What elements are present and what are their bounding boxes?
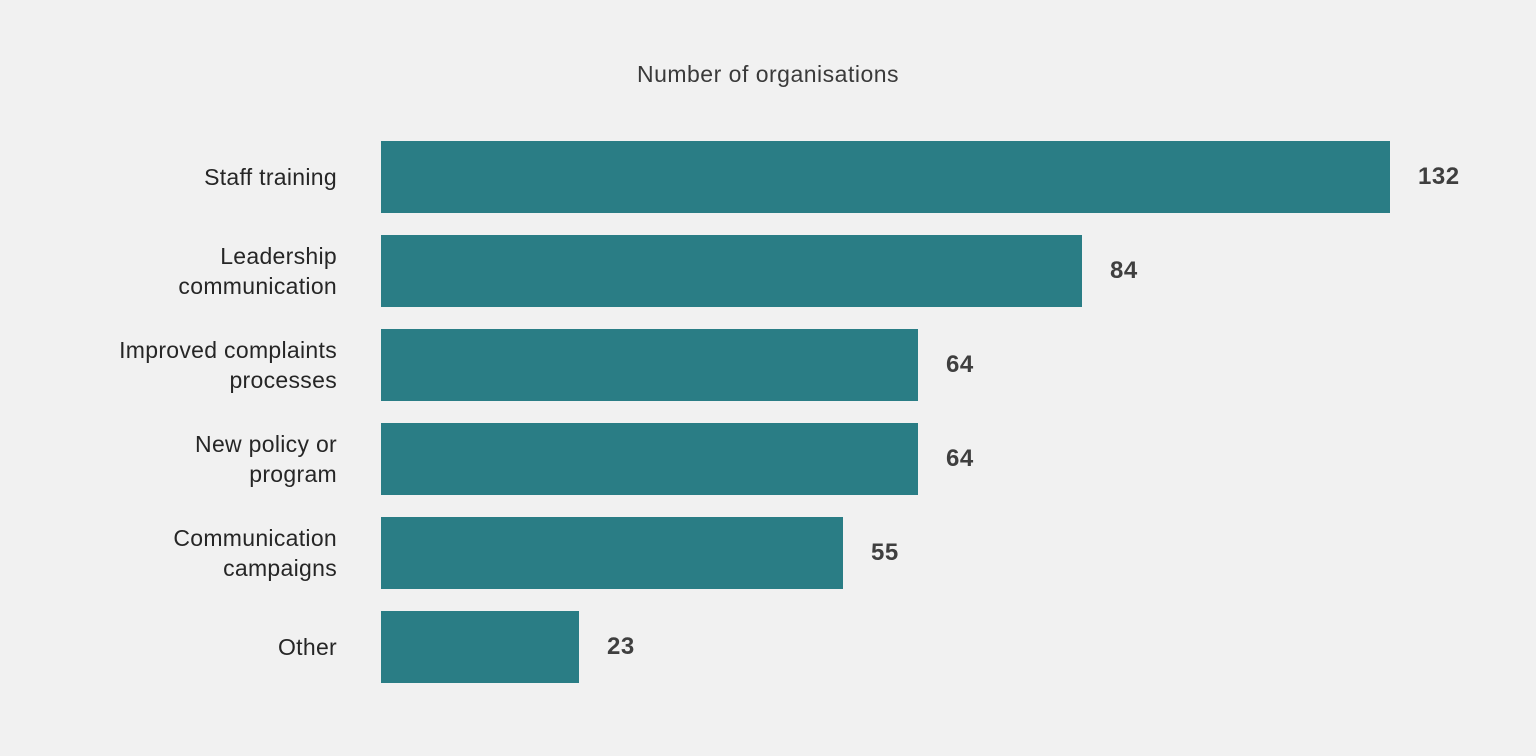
value-label: 64 [946, 445, 974, 472]
bar-row: Leadership communication 84 [0, 235, 1536, 307]
bar [381, 423, 918, 495]
value-label: 132 [1418, 163, 1460, 190]
bar-row: Staff training 132 [0, 141, 1536, 213]
category-label: Communication campaigns [173, 525, 337, 581]
category-label: New policy or program [195, 431, 337, 487]
bar-row: Communication campaigns 55 [0, 517, 1536, 589]
bar [381, 235, 1082, 307]
category-label: Other [277, 634, 337, 660]
bar-row: Other 23 [0, 611, 1536, 683]
value-label: 55 [871, 539, 899, 566]
bar [381, 517, 843, 589]
bar-row: Improved complaints processes 64 [0, 329, 1536, 401]
bar [381, 329, 918, 401]
value-label: 64 [946, 351, 974, 378]
category-label: Leadership communication [178, 243, 337, 299]
bar [381, 141, 1390, 213]
category-label: Improved complaints processes [119, 337, 337, 393]
bar [381, 611, 579, 683]
value-label: 84 [1110, 257, 1138, 284]
value-label: 23 [607, 633, 635, 660]
bar-row: New policy or program 64 [0, 423, 1536, 495]
category-label: Staff training [204, 164, 337, 190]
bar-chart: Staff training 132 Leadership communicatio… [0, 141, 1536, 683]
chart-title: Number of organisations [636, 61, 900, 87]
